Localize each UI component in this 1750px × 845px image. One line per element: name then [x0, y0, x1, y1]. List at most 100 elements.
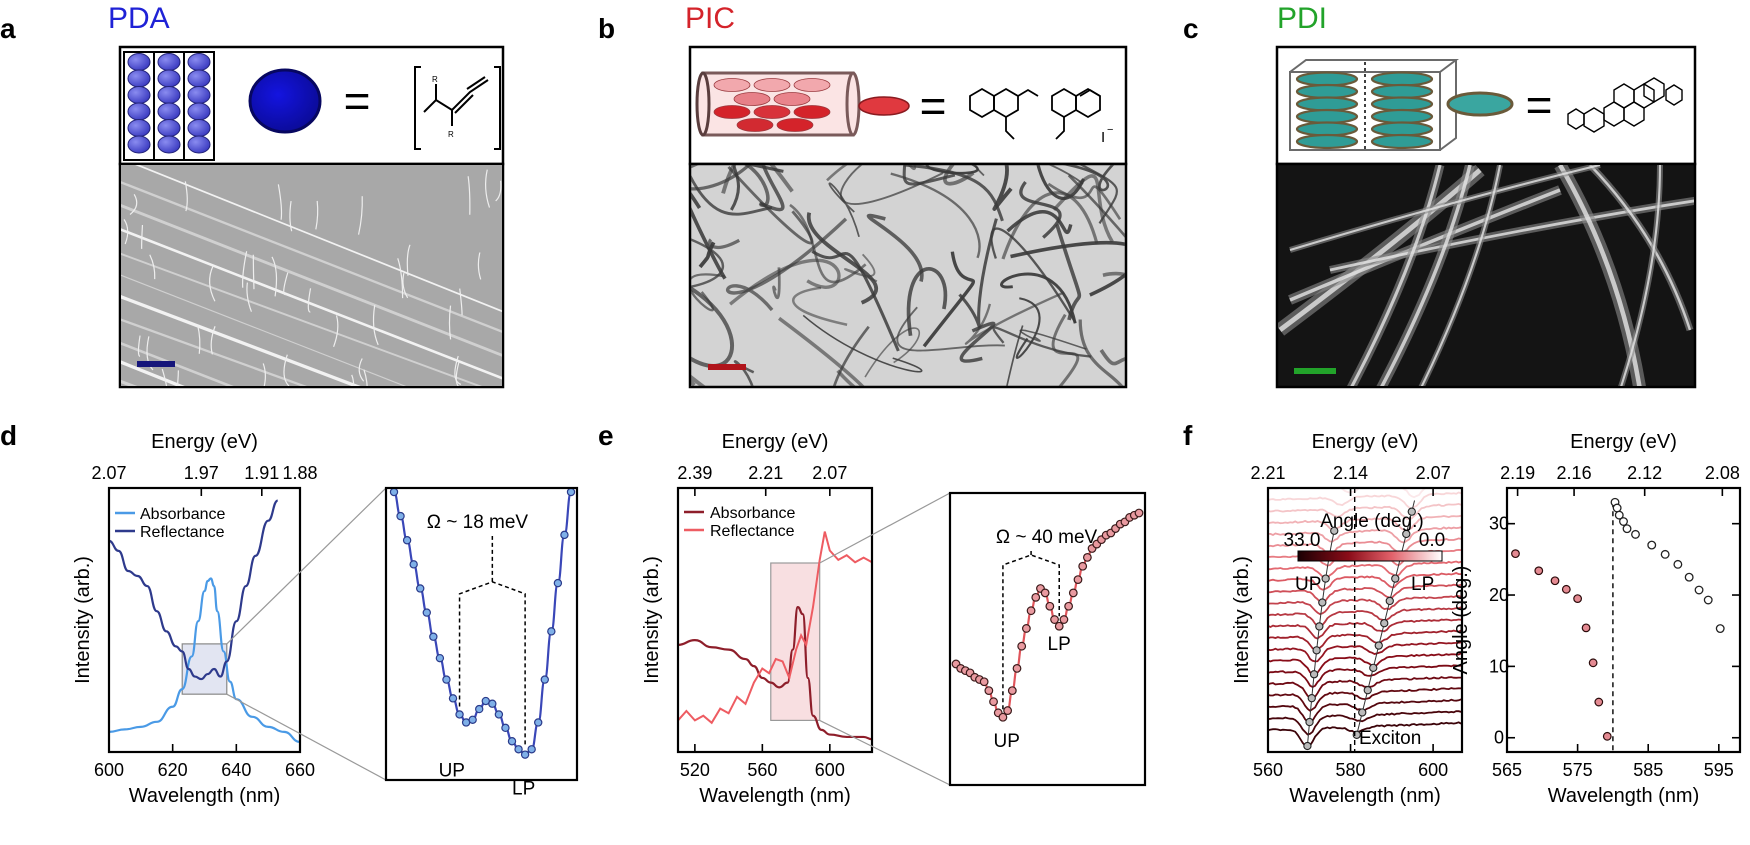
chart-d: 600 620 640 660 2.07 1.97 1.91 1.88 Wavelength (…: [72, 431, 318, 807]
f-spectrum-line: [1268, 502, 1462, 520]
chart-d-inset: Ω ~ 18 meV UP LP: [226, 486, 579, 800]
f-lp-marker: [1374, 641, 1383, 650]
f1-up-label: UP: [1295, 574, 1321, 595]
f-up-marker: [1321, 574, 1330, 583]
f1-lp-label: LP: [1411, 574, 1434, 595]
f2-x2tick-label: 2.12: [1627, 463, 1662, 483]
panel-title-pic: PIC: [685, 2, 735, 35]
pda-sem-micrograph: [118, 162, 505, 389]
f1-xtick-label: 600: [1418, 760, 1448, 780]
pda-stack-illustration: [123, 51, 215, 161]
f1-colorbar-max: 0.0: [1419, 530, 1445, 551]
f-spectrum-line: [1268, 664, 1462, 689]
e-x2label: Energy (eV): [722, 431, 829, 453]
e-inset-omega-label: Ω ~ 40 meV: [996, 527, 1098, 548]
f2-up-point: [1588, 658, 1598, 668]
f2-lp-point: [1647, 540, 1657, 550]
pic-counter-ion-charge: −: [1107, 124, 1113, 136]
f-spectrum-line: [1268, 560, 1462, 579]
e-inset-frame: [948, 491, 1147, 787]
f-spectrum-line: [1268, 652, 1462, 676]
f-spectrum-line: [1268, 721, 1462, 748]
scale-bar-a: [137, 361, 175, 367]
f-spectrum-line: [1268, 676, 1462, 699]
d-legend-absorbance: Absorbance: [140, 506, 225, 523]
d-inset-up-label: UP: [439, 761, 465, 782]
d-ylabel: Intensity (arb.): [72, 556, 94, 684]
e-inset-point: [1073, 575, 1083, 584]
d-legend-reflectance: Reflectance: [140, 524, 225, 541]
pic-schematic: = I −: [688, 45, 1128, 166]
d-inset-lp-label: LP: [512, 779, 535, 800]
d-inset-point: [389, 488, 399, 497]
f1-colorbar-min: 33.0: [1284, 530, 1321, 551]
d-frame: [107, 486, 302, 754]
d-inset-line: [392, 490, 573, 756]
f1-xlabel: Wavelength (nm): [1289, 785, 1441, 807]
f-up-marker: [1309, 670, 1319, 679]
f2-up-point: [1594, 697, 1604, 707]
pda-r-group-bottom: R: [448, 130, 454, 139]
e-xlabel: Wavelength (nm): [699, 785, 851, 807]
d-x2tick-label: 1.91: [244, 463, 279, 483]
d-inset-point: [553, 578, 563, 588]
e-inset-point: [1017, 641, 1027, 651]
f2-xtick-label: 585: [1633, 760, 1663, 780]
d-xtick-label: 620: [158, 760, 188, 780]
e-inset-point: [998, 712, 1008, 722]
f-spectrum-line: [1268, 595, 1462, 616]
d-inset-point: [409, 560, 418, 569]
f1-x2tick-label: 2.14: [1333, 463, 1368, 483]
equals-sign-c: =: [1526, 79, 1553, 131]
d-x2tick-label: 1.88: [282, 463, 317, 483]
d-inset-point: [520, 750, 530, 759]
panel-label-c: c: [1183, 13, 1199, 44]
panel-label-f: f: [1183, 420, 1193, 451]
e-frame: [676, 486, 874, 754]
e-x2tick-label: 2.07: [812, 463, 847, 483]
pdi-sem-micrograph: [1275, 162, 1697, 389]
d-inset-point: [566, 488, 576, 497]
d-x2label: Energy (eV): [151, 431, 258, 453]
f-lp-marker: [1380, 619, 1389, 628]
d-xlabel: Wavelength (nm): [129, 785, 281, 807]
chart-f-angle-vs-wavelength: 565 575 585 595 2.19 2.16 2.12 2.08 0 10 20 30 Wavel…: [1450, 431, 1742, 807]
f2-up-point: [1573, 594, 1583, 603]
f-lp-marker: [1363, 686, 1372, 695]
f2-lp-point: [1614, 510, 1624, 520]
e-inset-point: [1134, 508, 1144, 518]
e-inset-point: [1050, 615, 1059, 624]
e-inset-point: [1054, 621, 1064, 631]
f-spectrum-line: [1268, 491, 1462, 511]
f1-frame: [1266, 486, 1464, 754]
f1-xtick-label: 560: [1253, 760, 1283, 780]
d-inset-point: [429, 632, 438, 641]
e-inset-point: [1031, 592, 1041, 602]
e-inset-point: [984, 686, 994, 695]
e-inset-splitting-bracket: [1002, 551, 1060, 710]
e-inset-point: [1064, 601, 1074, 611]
d-absorbance-line: [109, 577, 300, 744]
f-up-marker: [1303, 741, 1312, 751]
panel-label-d: d: [0, 420, 17, 451]
equals-sign-a: =: [344, 75, 371, 127]
pdi-sem-texture: [1278, 165, 1694, 386]
d-inset-point: [396, 511, 405, 521]
e-inset-point: [1012, 664, 1022, 673]
f2-lp-point: [1684, 572, 1694, 582]
f-spectrum-line: [1268, 629, 1462, 652]
d-inset-point: [514, 745, 523, 754]
panel-title-pdi: PDI: [1277, 2, 1327, 35]
f-spectrum-line: [1268, 537, 1462, 555]
pic-monomer: [858, 96, 910, 116]
f2-up-point: [1550, 576, 1560, 586]
f-up-marker: [1312, 646, 1321, 655]
f-spectrum-line: [1268, 572, 1462, 591]
pda-sem-texture: [121, 165, 502, 386]
e-inset-point: [1068, 588, 1078, 598]
pdi-monomer: [1446, 91, 1514, 117]
f-lp-marker: [1407, 507, 1416, 516]
pic-tem-micrograph: [688, 162, 1128, 389]
e-inset-point: [1003, 706, 1013, 715]
f2-xlabel: Wavelength (nm): [1548, 785, 1700, 807]
